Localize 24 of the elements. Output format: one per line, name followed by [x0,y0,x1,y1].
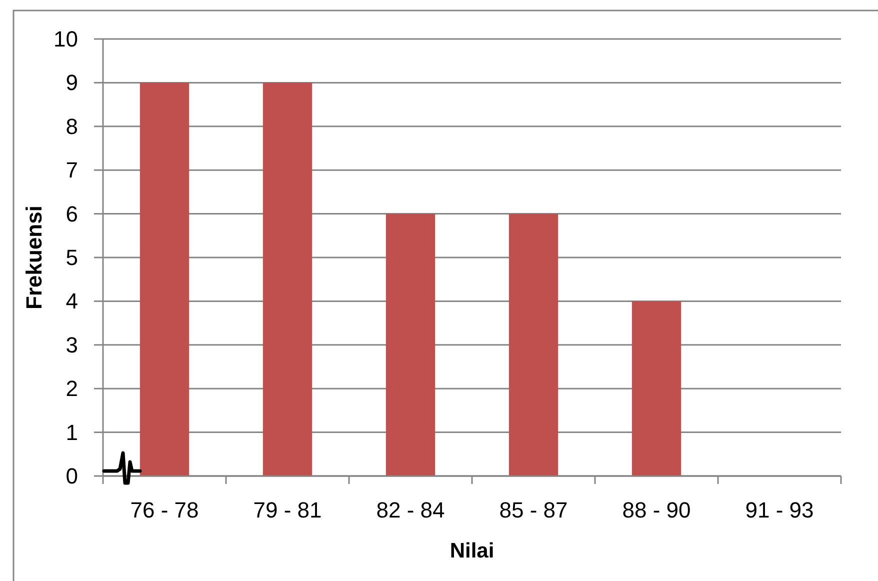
y-tick-label: 9 [66,70,78,96]
y-tick-label: 0 [66,464,78,488]
bar [508,214,558,476]
x-tick-label: 85 - 87 [499,498,568,522]
bar [386,214,436,476]
y-tick-label: 1 [66,420,78,445]
y-tick-label: 2 [66,376,78,402]
x-tick-label: 91 - 93 [745,498,814,522]
y-axis-title: Frekuensi [22,206,46,310]
x-tick-label: 76 - 78 [130,498,199,522]
y-tick-label: 3 [66,332,78,358]
y-tick-label: 8 [66,114,78,139]
x-tick-label: 88 - 90 [622,498,691,522]
y-tick-label: 6 [66,201,78,226]
y-tick-label: 4 [66,288,78,314]
bar [262,82,312,476]
x-axis-title: Nilai [450,540,494,562]
y-tick-label: 7 [66,158,78,183]
y-tick-label: 10 [54,26,78,52]
bar [632,301,682,476]
y-tick-label: 5 [66,245,78,270]
x-tick-label: 82 - 84 [376,498,445,522]
x-tick-label: 79 - 81 [253,498,322,522]
bar [140,82,190,476]
